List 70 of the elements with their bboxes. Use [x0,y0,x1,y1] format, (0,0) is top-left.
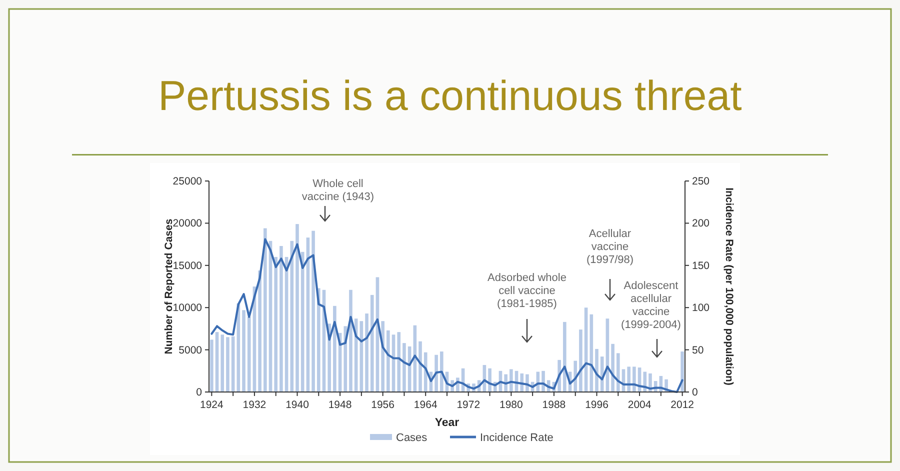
bar [386,330,390,392]
x-tick-label: 1972 [456,399,480,411]
bar [563,322,566,392]
annotation: Adsorbed whole cell vaccine (1981-1985) [488,272,566,310]
chart-title: Pertussis is a continuous threat [158,72,742,119]
bar [680,351,684,392]
y-tick-label: 10000 [172,302,202,314]
bar [370,294,374,392]
bar [247,316,251,392]
bar [397,332,401,392]
x-tick-label: 1924 [200,399,224,411]
bar [595,348,598,392]
bar [616,353,620,392]
bar [274,256,278,392]
bar [344,326,348,392]
bar [365,314,368,392]
bar [579,330,582,392]
bar [434,354,438,392]
x-tick-label: 2012 [670,399,694,411]
bar [316,288,320,392]
bar [510,369,513,392]
bar [300,252,304,392]
x-tick-label: 1996 [585,399,609,411]
bar [215,332,219,392]
bar [418,341,422,392]
bar [627,366,630,392]
bar [226,337,230,392]
x-tick-label: 1980 [500,399,524,411]
legend-label: Cases [396,432,428,444]
y2-tick-label: 0 [692,386,698,398]
bar [632,366,636,392]
x-tick-label: 2004 [628,399,652,411]
bar [280,246,283,392]
bar [220,334,224,392]
bar [440,351,444,392]
y2-tick-label: 200 [692,218,710,230]
bar [349,290,352,392]
y2-axis-title: Incidence Rate (per 100,000 population) [723,188,735,386]
y2-tick-label: 150 [692,260,710,272]
bar [264,228,267,392]
bar [590,314,594,392]
bar [333,306,336,392]
y-tick-label: 0 [196,386,202,398]
annotation: Adolescent acellular vaccine (1999-2004) [621,280,681,331]
bar [611,344,614,392]
annotation: Whole cell vaccine (1943) [302,178,374,203]
y-tick-label: 5000 [178,344,202,356]
x-tick-label: 1948 [328,399,352,411]
bar [402,343,406,392]
bar [210,340,214,392]
x-tick-label: 1988 [542,399,566,411]
bar [488,368,492,392]
bar [242,310,246,392]
bar [312,230,315,392]
y-tick-label: 20000 [172,218,202,230]
bar [258,270,262,392]
x-tick-label: 1964 [414,399,438,411]
y-tick-label: 15000 [172,260,202,272]
x-tick-label: 1956 [371,399,395,411]
x-axis-title: Year [434,417,460,429]
bar [296,224,299,392]
y-tick-label: 25000 [172,176,202,188]
x-tick-label: 1940 [286,399,310,411]
annotation: Acellular vaccine (1997/98) [586,228,634,266]
legend-label: Incidence Rate [480,432,554,444]
bar [290,240,294,392]
x-tick-label: 1932 [242,399,266,411]
y2-tick-label: 250 [692,176,710,188]
y2-tick-label: 100 [692,302,710,314]
y2-tick-label: 50 [692,344,704,356]
